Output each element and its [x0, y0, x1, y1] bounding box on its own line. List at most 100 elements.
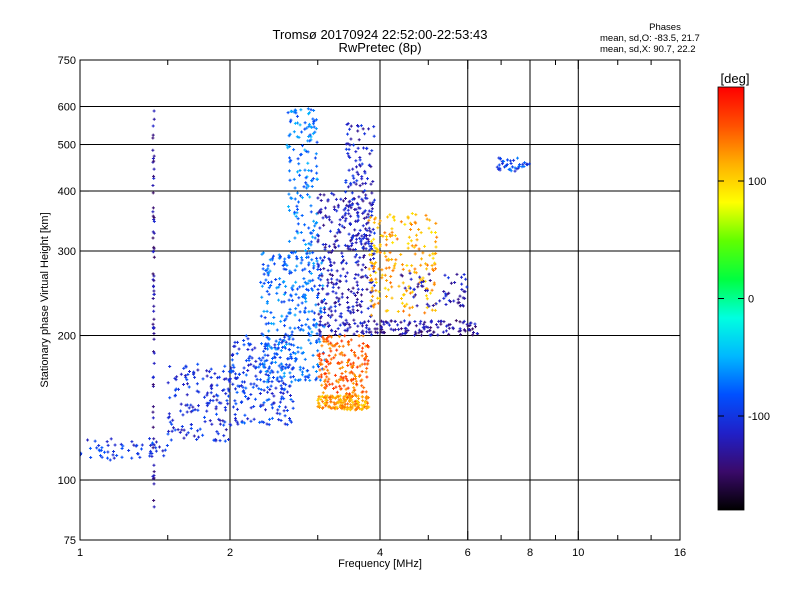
data-point: [243, 413, 247, 417]
data-point: [307, 279, 311, 283]
data-point: [152, 304, 156, 308]
data-point: [351, 377, 355, 381]
data-point: [272, 316, 276, 320]
data-point: [331, 249, 335, 253]
data-point: [214, 405, 218, 409]
data-point: [405, 263, 409, 267]
data-point: [321, 335, 325, 339]
data-point: [318, 209, 322, 213]
data-point: [316, 262, 320, 266]
data-point: [323, 323, 327, 327]
data-point: [324, 398, 328, 402]
data-point: [308, 327, 312, 331]
data-point: [358, 164, 362, 168]
data-point: [337, 297, 341, 301]
data-point: [352, 386, 356, 390]
data-point: [400, 263, 404, 267]
data-point: [339, 399, 343, 403]
data-point: [379, 319, 383, 323]
data-point: [310, 235, 314, 239]
data-point: [328, 272, 332, 276]
data-point: [325, 375, 329, 379]
data-point: [350, 203, 354, 207]
data-point: [349, 362, 353, 366]
data-point: [513, 169, 517, 173]
data-point: [341, 267, 345, 271]
data-point: [331, 273, 335, 277]
data-point: [262, 309, 266, 313]
data-point: [279, 418, 283, 422]
data-point: [408, 322, 412, 326]
data-point: [152, 216, 156, 220]
data-point: [286, 111, 290, 115]
data-point: [262, 349, 266, 353]
data-point: [316, 349, 320, 353]
data-point: [314, 378, 318, 382]
data-point: [312, 323, 316, 327]
data-point: [374, 261, 378, 265]
data-point: [512, 158, 516, 162]
data-point: [374, 246, 378, 250]
data-point: [333, 373, 337, 377]
data-point: [335, 341, 339, 345]
data-point: [224, 392, 228, 396]
data-point: [265, 358, 269, 362]
data-point: [370, 286, 374, 290]
data-point: [234, 402, 238, 406]
data-point: [151, 410, 155, 414]
data-point: [244, 334, 248, 338]
data-point: [257, 365, 261, 369]
data-point: [449, 300, 453, 304]
data-point: [334, 330, 338, 334]
data-point: [348, 203, 352, 207]
data-point: [281, 365, 285, 369]
data-point: [267, 286, 271, 290]
data-point: [355, 382, 359, 386]
data-point: [165, 443, 169, 447]
data-point: [367, 218, 371, 222]
data-point: [315, 177, 319, 181]
data-point: [151, 322, 155, 326]
data-point: [356, 291, 360, 295]
data-point: [284, 363, 288, 367]
data-point: [233, 376, 237, 380]
data-point: [408, 286, 412, 290]
data-point: [178, 430, 182, 434]
data-point: [425, 217, 429, 221]
data-point: [152, 317, 156, 321]
data-point: [243, 391, 247, 395]
data-point: [264, 322, 268, 326]
data-point: [366, 359, 370, 363]
data-point: [296, 191, 300, 195]
data-point: [278, 400, 282, 404]
data-point: [282, 260, 286, 264]
data-point: [346, 151, 350, 155]
data-point: [361, 127, 365, 131]
data-point: [168, 365, 172, 369]
data-point: [135, 443, 139, 447]
data-point: [325, 337, 329, 341]
data-point: [340, 295, 344, 299]
x-tick-label: 2: [227, 547, 233, 559]
data-point: [298, 173, 302, 177]
data-point: [337, 244, 341, 248]
data-point: [269, 283, 273, 287]
data-point: [282, 397, 286, 401]
data-point: [195, 382, 199, 386]
data-point: [203, 395, 207, 399]
data-point: [289, 158, 293, 162]
data-point: [327, 215, 331, 219]
data-point: [301, 284, 305, 288]
data-point: [265, 380, 269, 384]
data-point: [263, 353, 267, 357]
data-point: [282, 344, 286, 348]
data-point: [280, 379, 284, 383]
data-point: [365, 375, 369, 379]
data-point: [424, 213, 428, 217]
data-point: [269, 361, 273, 365]
data-point: [226, 387, 230, 391]
data-point: [288, 156, 292, 160]
data-point: [293, 197, 297, 201]
data-point: [386, 321, 390, 325]
data-point: [370, 213, 374, 217]
